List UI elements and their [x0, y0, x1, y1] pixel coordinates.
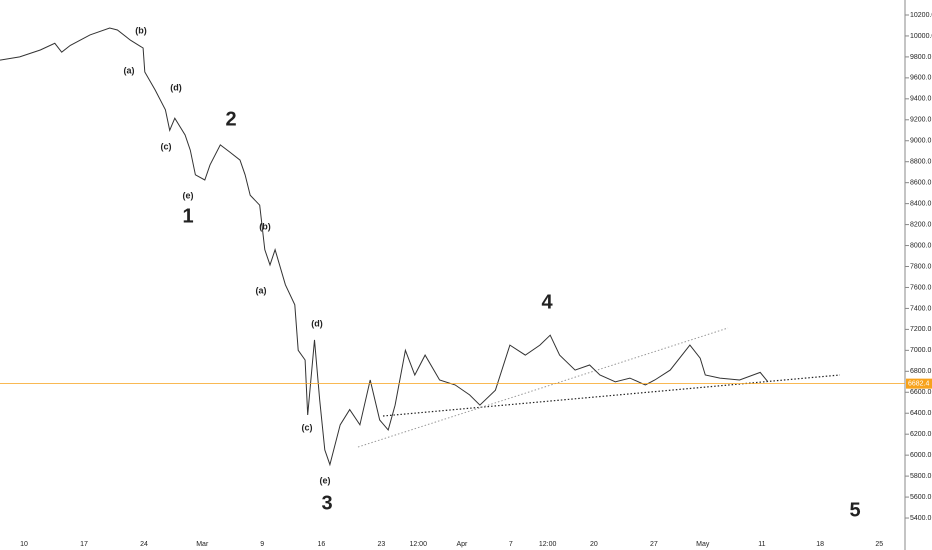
wave-label: 2 [225, 108, 236, 130]
wave-label: 1 [182, 205, 193, 227]
y-tick-label: 6400.0 [910, 410, 932, 417]
y-tick-label: 10000.0 [910, 33, 932, 40]
wave-label: (b) [135, 25, 147, 35]
last-price-label: 6682.4 [908, 380, 930, 387]
x-tick-label: 17 [80, 541, 88, 548]
x-tick-label: 27 [650, 541, 658, 548]
wave-label: (c) [161, 141, 172, 151]
x-tick-label: 12:00 [409, 541, 427, 548]
y-tick-label: 5800.0 [910, 473, 932, 480]
wave-label: (c) [302, 422, 313, 432]
y-tick-label: 8600.0 [910, 180, 932, 187]
x-tick-label: 24 [140, 541, 148, 548]
wave-label: 5 [849, 499, 860, 521]
x-tick-label: May [696, 541, 710, 548]
x-tick-label: 16 [317, 541, 325, 548]
y-tick-label: 8800.0 [910, 159, 932, 166]
y-tick-label: 6200.0 [910, 431, 932, 438]
x-tick-label: 7 [509, 541, 513, 548]
wave-label: (e) [320, 475, 331, 485]
price-line [0, 27, 769, 467]
wave-label: (a) [256, 285, 267, 295]
y-tick-label: 7000.0 [910, 347, 932, 354]
y-tick-label: 9200.0 [910, 117, 932, 124]
wave-label: 3 [321, 492, 332, 514]
x-tick-label: 9 [260, 541, 264, 548]
y-tick-label: 6600.0 [910, 389, 932, 396]
y-tick-label: 5400.0 [910, 515, 932, 522]
trendline [357, 327, 729, 448]
y-tick-label: 9000.0 [910, 138, 932, 145]
x-tick-label: Apr [456, 541, 468, 548]
y-tick-label: 9800.0 [910, 54, 932, 61]
y-tick-label: 10200.0 [910, 12, 932, 19]
wave-label: (a) [124, 65, 135, 75]
y-tick-label: 8000.0 [910, 242, 932, 249]
last-price-box [906, 378, 932, 389]
wave-label: 4 [541, 291, 553, 313]
y-tick-label: 6800.0 [910, 368, 932, 375]
trendline [382, 374, 841, 417]
x-tick-label: 23 [377, 541, 385, 548]
wave-label: (e) [183, 190, 194, 200]
x-tick-label: 25 [875, 541, 883, 548]
y-tick-label: 7400.0 [910, 305, 932, 312]
y-tick-label: 8400.0 [910, 200, 932, 207]
y-tick-label: 6000.0 [910, 452, 932, 459]
y-tick-label: 7800.0 [910, 263, 932, 270]
y-tick-label: 5600.0 [910, 494, 932, 501]
y-tick-label: 8200.0 [910, 221, 932, 228]
x-tick-label: 10 [20, 541, 28, 548]
y-tick-label: 7600.0 [910, 284, 932, 291]
x-tick-label: 20 [590, 541, 598, 548]
wave-label: (b) [259, 221, 271, 231]
x-tick-label: 12:00 [539, 541, 557, 548]
x-tick-label: Mar [196, 541, 209, 548]
wave-label: (d) [311, 318, 323, 328]
y-tick-label: 9600.0 [910, 75, 932, 82]
x-tick-label: 18 [816, 541, 824, 548]
y-tick-label: 7200.0 [910, 326, 932, 333]
wave-label: (d) [170, 82, 182, 92]
x-tick-label: 11 [758, 541, 765, 548]
y-tick-label: 9400.0 [910, 96, 932, 103]
